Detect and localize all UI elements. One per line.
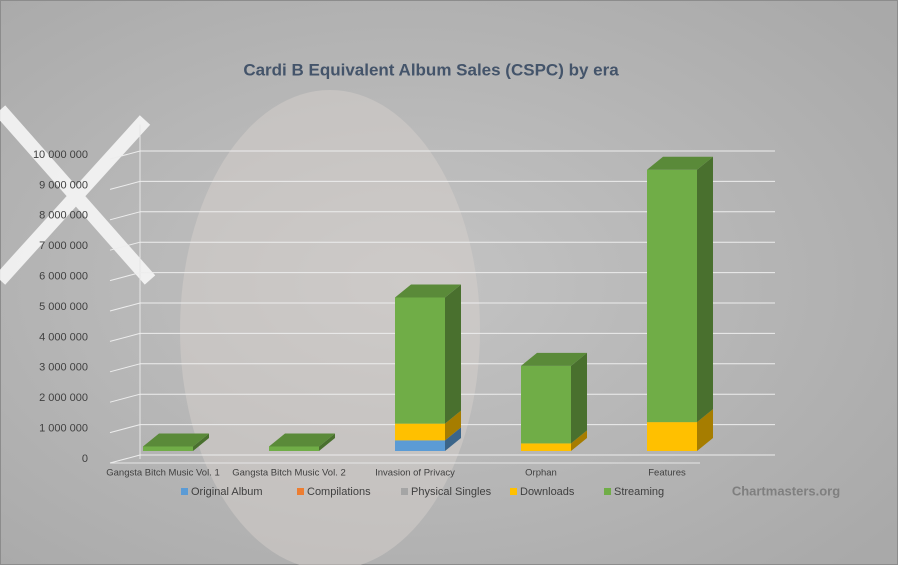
grid-line-side (109, 180, 141, 190)
x-tick-label: Orphan (525, 468, 557, 479)
legend-swatch (604, 488, 611, 495)
y-tick-label: 1 000 000 (39, 423, 88, 435)
y-tick-label: 7 000 000 (39, 240, 88, 252)
chart-title: Cardi B Equivalent Album Sales (CSPC) by… (243, 60, 619, 79)
legend-label: Original Album (191, 486, 263, 498)
bar-side (319, 433, 335, 451)
bar-side (193, 433, 209, 451)
x-tick-label: Gangsta Bitch Music Vol. 1 (106, 468, 220, 479)
bar (647, 422, 697, 451)
bar-side (445, 284, 461, 424)
grid-line-side (109, 150, 141, 160)
bar-side (697, 409, 713, 451)
grid-line-side (109, 302, 141, 312)
bar (395, 440, 445, 451)
bar-side (445, 410, 461, 441)
bar-top (647, 156, 713, 170)
y-tick-label: 9 000 000 (39, 179, 88, 191)
y-tick-label: 8 000 000 (39, 210, 88, 222)
legend-label: Downloads (520, 486, 575, 498)
x-tick-label: Invasion of Privacy (375, 468, 455, 479)
grid-line-side (109, 272, 141, 282)
grid-line-side (109, 332, 141, 342)
bar-side (445, 427, 461, 451)
bar (395, 297, 445, 424)
legend-swatch (297, 488, 304, 495)
grid-line-side (109, 424, 141, 434)
bar-top (269, 433, 335, 447)
y-tick-label: 2 000 000 (39, 392, 88, 404)
bar-side (697, 156, 713, 423)
y-tick-label: 3 000 000 (39, 362, 88, 374)
y-tick-label: 5 000 000 (39, 301, 88, 313)
legend-swatch (181, 488, 188, 495)
y-tick-label: 10 000 000 (33, 149, 88, 161)
bar (395, 423, 445, 441)
y-tick-label: 6 000 000 (39, 271, 88, 283)
y-tick-label: 4 000 000 (39, 331, 88, 343)
bar-side (571, 352, 587, 444)
decor-x (0, 105, 156, 285)
grid-line-side (109, 393, 141, 403)
grid-line-side (109, 363, 141, 373)
bar-top (143, 433, 209, 447)
bar-top (395, 284, 461, 298)
legend-swatch (401, 488, 408, 495)
bar (521, 365, 571, 444)
legend-label: Physical Singles (411, 486, 492, 498)
grid-line-side (109, 211, 141, 221)
legend-label: Streaming (614, 486, 664, 498)
bar (143, 446, 193, 451)
x-tick-label: Gangsta Bitch Music Vol. 2 (232, 468, 346, 479)
bar-top (521, 352, 587, 366)
grid-line-side (109, 241, 141, 251)
legend-label: Compilations (307, 486, 371, 498)
watermark: Chartmasters.org (732, 483, 840, 498)
bar (269, 446, 319, 451)
y-tick-label: 0 (82, 453, 88, 465)
bar (647, 169, 697, 423)
x-tick-label: Features (648, 468, 686, 479)
bar (521, 443, 571, 451)
grid-line-side (109, 454, 141, 464)
legend-swatch (510, 488, 517, 495)
bar-side (571, 430, 587, 451)
